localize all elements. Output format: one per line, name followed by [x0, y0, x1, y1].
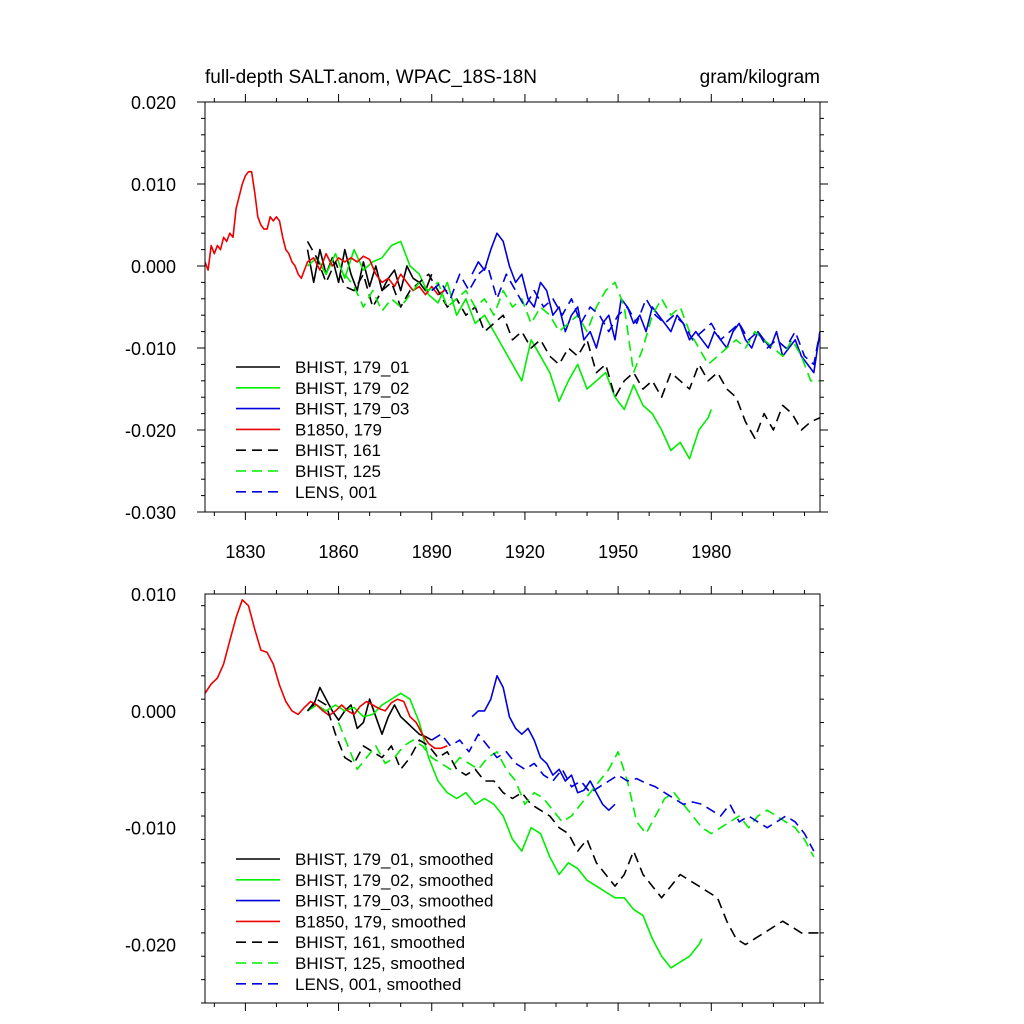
series-line-4 [306, 241, 820, 440]
x-tick-label: 1890 [412, 542, 452, 562]
x-tick-label: 1980 [691, 542, 731, 562]
legend-label: BHIST, 161, smoothed [295, 933, 465, 952]
y-tick-label: 0.010 [131, 175, 176, 195]
legend: BHIST, 179_01, smoothed BHIST, 179_02, sm… [236, 850, 493, 994]
plot-frame [204, 101, 821, 513]
y-tick-label: -0.010 [125, 339, 176, 359]
series-line-3 [205, 170, 448, 296]
legend-label: LENS, 001 [295, 483, 377, 502]
series-line-3 [205, 598, 448, 750]
legend-label: BHIST, 125 [295, 462, 381, 481]
series-line-5 [344, 273, 820, 382]
series-line-0 [306, 686, 433, 741]
x-tick-label: 1860 [319, 542, 359, 562]
y-tick-label: -0.010 [125, 819, 176, 839]
series-lines [205, 598, 820, 969]
series-line-5 [337, 722, 815, 858]
plot-frame [204, 593, 821, 1004]
top-units: gram/kilogram [700, 67, 820, 88]
y-tick-label: 0.000 [131, 702, 176, 722]
y-tick-label: 0.010 [131, 585, 176, 605]
legend-label: BHIST, 179_01 [295, 358, 409, 377]
legend-label: BHIST, 125, smoothed [295, 954, 465, 973]
series-lines [205, 170, 820, 460]
series-line-2 [471, 674, 616, 812]
legend-label: BHIST, 161 [295, 441, 381, 460]
series-line-1 [307, 692, 703, 969]
series-line-6 [431, 265, 820, 366]
top-panel: 1830 1860 1890 1920 1950 1980 0.020 0.010 0.000 -… [125, 93, 828, 562]
y-tick-label: 0.000 [131, 257, 176, 277]
x-tick-label: 1830 [225, 542, 265, 562]
legend-label: LENS, 001, smoothed [295, 975, 461, 994]
legend-label: BHIST, 179_03 [295, 400, 409, 419]
series-line-1 [306, 240, 713, 460]
legend-label: BHIST, 179_02, smoothed [295, 871, 493, 890]
legend-label: B1850, 179 [295, 420, 382, 439]
legend-label: BHIST, 179_03, smoothed [295, 892, 493, 911]
series-line-6 [431, 733, 815, 852]
legend-label: BHIST, 179_02 [295, 379, 409, 398]
series-line-4 [306, 698, 820, 946]
y-tick-label: -0.030 [125, 503, 176, 523]
top-title: full-depth SALT.anom, WPAC_18S-18N [205, 67, 537, 88]
y-tick-label: -0.020 [125, 421, 176, 441]
series-line-2 [471, 232, 820, 374]
bottom-panel: 0.010 0.000 -0.010 -0.020 BHIST, 179_01, smo… [125, 585, 824, 1011]
x-tick-label: 1950 [598, 542, 638, 562]
legend-label: B1850, 179, smoothed [295, 912, 466, 931]
x-tick-label: 1920 [505, 542, 545, 562]
y-tick-label: -0.020 [125, 936, 176, 956]
legend-label: BHIST, 179_01, smoothed [295, 850, 493, 869]
y-tick-label: 0.020 [131, 93, 176, 113]
